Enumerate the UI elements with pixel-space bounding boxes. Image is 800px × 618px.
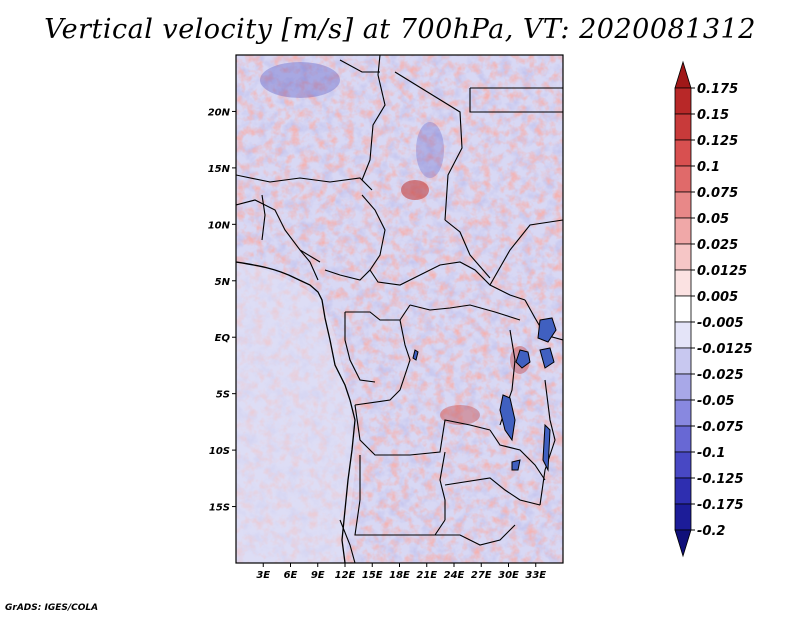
colorbar: 0.175 0.15 0.125 0.1 0.075 0.05 0.025 0.0125 0.0…	[674, 60, 753, 558]
x-tick-label: 6E	[284, 570, 298, 581]
country-borders	[236, 55, 563, 563]
colorbar-label: -0.075	[697, 420, 744, 435]
colorbar-label: 0.0125	[697, 264, 747, 279]
colorbar-swatch	[674, 295, 692, 323]
x-tick-label: 12E	[335, 570, 356, 581]
y-tick-label: 10S	[209, 446, 230, 457]
colorbar-label: -0.05	[697, 394, 734, 409]
x-tick-label: 30E	[498, 570, 519, 581]
colorbar-label: -0.2	[697, 524, 725, 539]
colorbar-label: -0.0125	[697, 342, 753, 357]
x-tick-label: 21E	[416, 570, 437, 581]
colorbar-swatch	[674, 503, 692, 531]
x-tick-label: 27E	[471, 570, 492, 581]
colorbar-swatch	[674, 399, 692, 427]
colorbar-swatch	[674, 269, 692, 297]
colorbar-swatch	[674, 347, 692, 375]
colorbar-label: 0.005	[697, 290, 738, 305]
x-axis-ticks: 3E 6E 9E 12E 15E 18E 21E 24E 27E 30E 33E	[256, 563, 546, 581]
colorbar-swatch	[674, 321, 692, 349]
colorbar-label: 0.025	[697, 238, 738, 253]
colorbar-swatch	[674, 87, 692, 115]
y-tick-label: 10N	[208, 220, 231, 231]
x-tick-label: 15E	[362, 570, 383, 581]
colorbar-swatch	[674, 451, 692, 479]
colorbar-label: 0.15	[697, 108, 729, 123]
x-tick-label: 18E	[389, 570, 410, 581]
colorbar-swatch	[674, 243, 692, 271]
lakes	[412, 317, 557, 472]
colorbar-label: -0.175	[697, 498, 744, 513]
plot-title: Vertical velocity [m/s] at 700hPa, VT: 2…	[44, 14, 756, 45]
colorbar-swatch	[674, 191, 692, 219]
coastline	[236, 261, 356, 563]
credit-text: GrADS: IGES/COLA	[5, 603, 99, 613]
colorbar-label: 0.075	[697, 186, 738, 201]
y-tick-label: 20N	[208, 107, 231, 118]
colorbar-swatch	[674, 425, 692, 453]
colorbar-swatch	[674, 60, 692, 89]
colorbar-label: 0.05	[697, 212, 729, 227]
x-tick-label: 3E	[256, 570, 270, 581]
colorbar-label: 0.175	[697, 82, 738, 97]
y-tick-label: 5N	[215, 277, 231, 288]
colorbar-label: -0.1	[697, 446, 725, 461]
colorbar-label: 0.1	[697, 160, 720, 175]
x-tick-label: 33E	[525, 570, 546, 581]
y-tick-label: 15N	[208, 164, 231, 175]
y-tick-label: 15S	[209, 503, 230, 514]
colorbar-swatch	[674, 477, 692, 505]
colorbar-swatch	[674, 139, 692, 167]
colorbar-label: 0.125	[697, 134, 738, 149]
colorbar-label: -0.125	[697, 472, 744, 487]
colorbar-swatch	[674, 113, 692, 141]
x-tick-label: 24E	[444, 570, 465, 581]
y-tick-label: EQ	[215, 333, 231, 344]
colorbar-swatch	[674, 529, 692, 558]
colorbar-swatch	[674, 373, 692, 401]
x-tick-label: 9E	[311, 570, 325, 581]
y-axis-ticks: 20N 15N 10N 5N EQ 5S 10S 15S	[208, 107, 236, 514]
colorbar-label: -0.025	[697, 368, 744, 383]
colorbar-swatch	[674, 217, 692, 245]
y-tick-label: 5S	[216, 390, 230, 401]
colorbar-swatch	[674, 165, 692, 193]
colorbar-label: -0.005	[697, 316, 744, 331]
vertical-velocity-field	[236, 55, 563, 563]
